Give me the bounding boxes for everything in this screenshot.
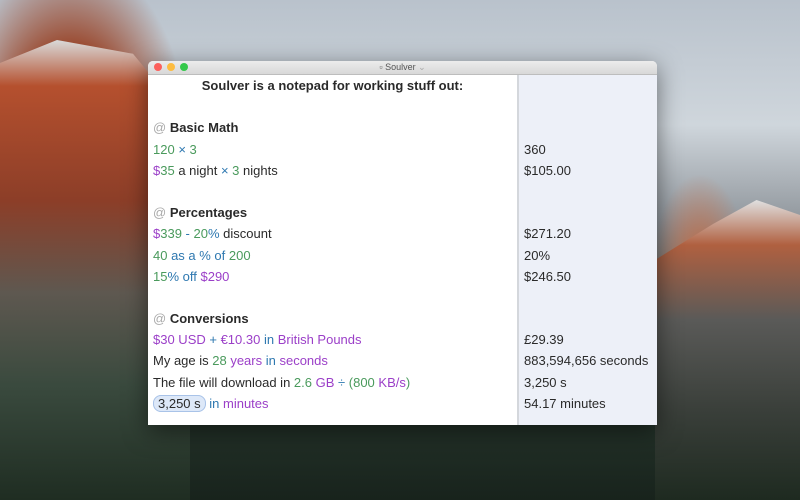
- text-segment-num: 40: [153, 247, 168, 263]
- editor-line[interactable]: The file will download in 2.6 GB ÷ (800 …: [148, 372, 517, 393]
- editor-line[interactable]: 120 × 3: [148, 139, 517, 160]
- text-segment-op: ÷: [334, 374, 349, 390]
- text-segment-op: in: [260, 332, 278, 348]
- text-segment-text: Basic Math: [169, 120, 239, 136]
- text-segment-op: ×: [174, 141, 190, 157]
- result-value[interactable]: $271.20: [524, 226, 571, 242]
- text-segment-num: 3: [189, 141, 197, 157]
- text-segment-num: 3: [228, 162, 240, 178]
- result-value[interactable]: 20%: [524, 247, 551, 263]
- title-bar[interactable]: ▫ Soulver ⌄: [148, 61, 657, 75]
- result-value[interactable]: £29.39: [524, 332, 564, 348]
- text-segment-num: (: [348, 374, 354, 390]
- text-segment-text: Conversions: [169, 311, 249, 327]
- text-segment-unit: $30 USD: [153, 332, 206, 348]
- text-segment-unit: years: [226, 353, 263, 369]
- page-heading[interactable]: Soulver is a notepad for working stuff o…: [148, 75, 517, 96]
- text-segment-op: +: [205, 332, 221, 348]
- result-value[interactable]: $246.50: [524, 268, 571, 284]
- text-segment-text: discount: [219, 226, 272, 242]
- editor-line[interactable]: $35 a night × 3 nights: [148, 160, 517, 181]
- result-value[interactable]: [519, 202, 657, 223]
- text-segment-num: 35: [160, 162, 175, 178]
- editor-line[interactable]: [148, 96, 517, 117]
- editor-pane[interactable]: Soulver is a notepad for working stuff o…: [148, 75, 519, 425]
- text-segment-num: 200: [228, 247, 251, 263]
- text-segment-num: 28: [212, 353, 227, 369]
- editor-line[interactable]: [148, 181, 517, 202]
- result-value[interactable]: 360: [524, 141, 546, 157]
- text-segment-op: in: [262, 353, 280, 369]
- result-value[interactable]: [519, 181, 657, 202]
- text-segment-op: as a % of: [167, 247, 229, 263]
- text-segment-num: 800: [353, 374, 375, 390]
- text-segment-unit: $: [153, 226, 161, 242]
- result-value[interactable]: [519, 117, 657, 138]
- editor-line[interactable]: 15% off $290: [148, 266, 517, 287]
- text-segment-unit: $: [153, 162, 161, 178]
- window-title: ▫ Soulver ⌄: [148, 61, 657, 74]
- text-segment-text: Percentages: [169, 205, 248, 221]
- text-segment-op: %: [207, 226, 220, 242]
- text-segment-unit: minutes: [223, 395, 269, 411]
- text-segment-op: ×: [220, 162, 229, 178]
- section-heading[interactable]: @ Basic Math: [148, 117, 517, 138]
- at-section-icon: @: [153, 120, 170, 136]
- line-reference-token[interactable]: 3,250 s: [153, 394, 206, 412]
- window-title-text: Soulver: [385, 62, 416, 72]
- text-segment-op: -: [181, 226, 194, 242]
- text-segment-op: in: [205, 395, 223, 411]
- soulver-window: ▫ Soulver ⌄ Soulver is a notepad for wor…: [148, 61, 657, 425]
- result-value[interactable]: 883,594,656 seconds: [524, 353, 649, 369]
- result-value[interactable]: [519, 75, 657, 96]
- text-segment-text: nights: [239, 162, 278, 178]
- text-segment-unit: seconds: [279, 353, 328, 369]
- text-segment-num: ): [405, 374, 411, 390]
- editor-line[interactable]: $339 - 20% discount: [148, 223, 517, 244]
- editor-line[interactable]: 3,250 s in minutes: [148, 393, 517, 414]
- text-segment-unit: €10.30: [220, 332, 261, 348]
- close-button[interactable]: [154, 63, 162, 71]
- result-value[interactable]: 3,250 s: [524, 374, 567, 390]
- result-value[interactable]: $105.00: [524, 162, 571, 178]
- editor-line[interactable]: [148, 287, 517, 308]
- text-segment-op: % off: [167, 268, 201, 284]
- text-segment-text: My age is: [153, 353, 213, 369]
- text-segment-unit: GB: [311, 374, 335, 390]
- text-segment-unit: KB/s: [374, 374, 406, 390]
- result-value[interactable]: [519, 287, 657, 308]
- editor-line[interactable]: $30 USD + €10.30 in British Pounds: [148, 329, 517, 350]
- chevron-down-icon[interactable]: ⌄: [415, 62, 426, 72]
- text-segment-text: The file will download in: [153, 374, 294, 390]
- section-heading[interactable]: @ Percentages: [148, 202, 517, 223]
- text-segment-num: 120: [153, 141, 175, 157]
- editor-line[interactable]: 40 as a % of 200: [148, 245, 517, 266]
- section-heading[interactable]: @ Conversions: [148, 308, 517, 329]
- text-segment-text: a night: [174, 162, 221, 178]
- wallpaper-mountain-right: [655, 200, 800, 500]
- editor-line[interactable]: My age is 28 years in seconds: [148, 350, 517, 371]
- text-segment-num: 2.6: [293, 374, 312, 390]
- text-segment-text: Soulver is a notepad for working stuff o…: [201, 78, 464, 93]
- at-section-icon: @: [153, 311, 170, 327]
- result-value[interactable]: 54.17 minutes: [524, 395, 606, 411]
- text-segment-unit: $290: [200, 268, 230, 284]
- text-segment-num: 20: [193, 226, 208, 242]
- document-icon: ▫: [379, 62, 386, 72]
- text-segment-unit: British Pounds: [277, 332, 362, 348]
- results-pane: 360 $105.00 $271.20 20% $246.50 £29.39 883,594…: [519, 75, 657, 425]
- result-value[interactable]: [519, 308, 657, 329]
- at-section-icon: @: [153, 205, 170, 221]
- zoom-button[interactable]: [180, 63, 188, 71]
- result-value[interactable]: [519, 96, 657, 117]
- text-segment-num: 339: [160, 226, 182, 242]
- text-segment-num: 15: [153, 268, 168, 284]
- minimize-button[interactable]: [167, 63, 175, 71]
